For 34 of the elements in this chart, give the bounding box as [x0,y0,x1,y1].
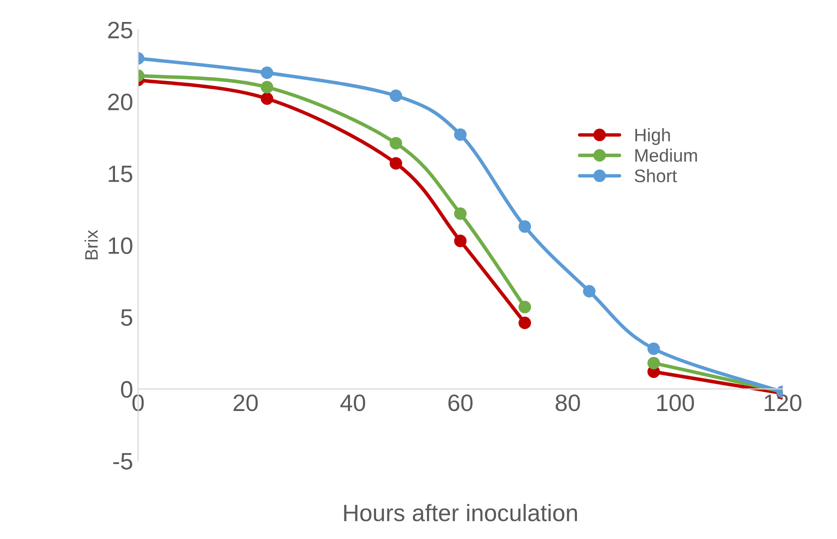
point [518,316,532,330]
x-tick-label: 60 [448,394,473,412]
point [260,66,274,80]
y-tick-label: 0 [121,381,132,398]
point [454,234,467,248]
y-tick-label: -5 [113,453,132,470]
x-axis-title: Hours after inoculation [344,504,577,522]
point [390,136,402,150]
point [260,92,274,105]
point [518,300,532,314]
point [390,90,402,102]
legend-label: Short [634,169,677,182]
point [518,220,532,233]
x-tick-label: 100 [657,394,694,412]
x-tick-label: 40 [340,394,366,412]
y-tick-label: 10 [108,237,132,254]
y-tick-label: 20 [108,94,132,110]
point [390,157,402,170]
point [454,207,467,220]
y-axis-title: Brix [84,230,98,260]
x-tick-label: 120 [764,394,802,412]
y-tick-label: 15 [108,166,132,182]
point [647,356,660,370]
x-tick-label: 0 [132,394,144,412]
point [454,128,467,141]
x-tick-label: 20 [234,394,258,412]
x-tick-label: 80 [556,394,580,412]
y-tick-label: 5 [121,309,132,326]
legend-label: High [635,128,670,145]
legend-label: Medium [635,148,697,162]
point [260,80,274,94]
point [583,284,596,298]
y-tick-label: 25 [108,22,132,38]
point [647,342,660,355]
